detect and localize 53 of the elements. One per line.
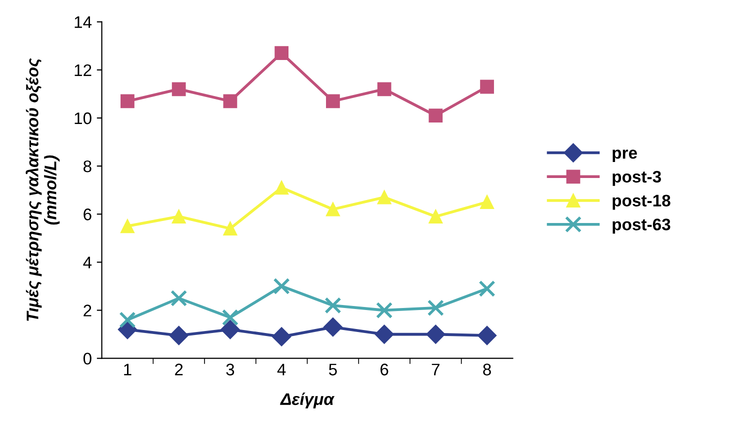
- point: [426, 324, 446, 344]
- point: [478, 326, 497, 346]
- point: [120, 94, 134, 108]
- x-tick-label: 5: [328, 364, 337, 376]
- point: [326, 202, 340, 216]
- point: [428, 108, 443, 123]
- point: [222, 309, 239, 326]
- x-tick-label: 8: [483, 364, 491, 376]
- x-tick-label: 3: [226, 364, 234, 376]
- point: [120, 219, 134, 234]
- point: [326, 94, 340, 108]
- point: [377, 82, 392, 96]
- point: [223, 222, 238, 236]
- point: [172, 82, 186, 96]
- point: [377, 190, 392, 204]
- x-axis-title: Δείγμα: [280, 392, 335, 408]
- y-tick-label: 6: [84, 208, 92, 220]
- point: [170, 290, 188, 307]
- y-tick-label: 0: [83, 352, 92, 365]
- point: [274, 46, 289, 60]
- y-tick-label: 2: [84, 304, 92, 316]
- y-tick-label: 4: [83, 256, 92, 268]
- legend-label: post-3: [612, 170, 661, 186]
- y-tick-label: 12: [74, 64, 92, 76]
- legend-label: post-63: [612, 218, 670, 234]
- point: [169, 326, 188, 346]
- y-axis-title: Τιμές μέτρησης γαλακτικού οξέος (mmol/L): [26, 58, 60, 321]
- x-tick-label: 2: [175, 364, 183, 376]
- point: [427, 300, 444, 316]
- x-tick-label: 1: [124, 364, 132, 376]
- point: [119, 312, 136, 328]
- point: [478, 280, 496, 297]
- point: [480, 80, 494, 94]
- point: [223, 94, 238, 108]
- y-tick-label: 8: [84, 160, 92, 172]
- point: [272, 327, 292, 346]
- point: [172, 210, 186, 224]
- legend-label: pre: [612, 150, 637, 162]
- point: [323, 318, 342, 337]
- legend-label: post-18: [612, 194, 670, 210]
- point: [273, 278, 290, 295]
- point: [220, 320, 240, 340]
- point: [428, 210, 443, 224]
- y-tick-label: 10: [74, 112, 92, 124]
- point: [374, 324, 394, 344]
- point: [376, 302, 393, 319]
- x-tick-label: 4: [277, 364, 286, 376]
- x-tick-label: 7: [432, 364, 440, 376]
- y-tick-label: 14: [74, 16, 92, 28]
- point: [324, 297, 342, 314]
- point: [274, 180, 289, 195]
- x-tick-label: 6: [380, 364, 388, 376]
- point: [480, 195, 494, 210]
